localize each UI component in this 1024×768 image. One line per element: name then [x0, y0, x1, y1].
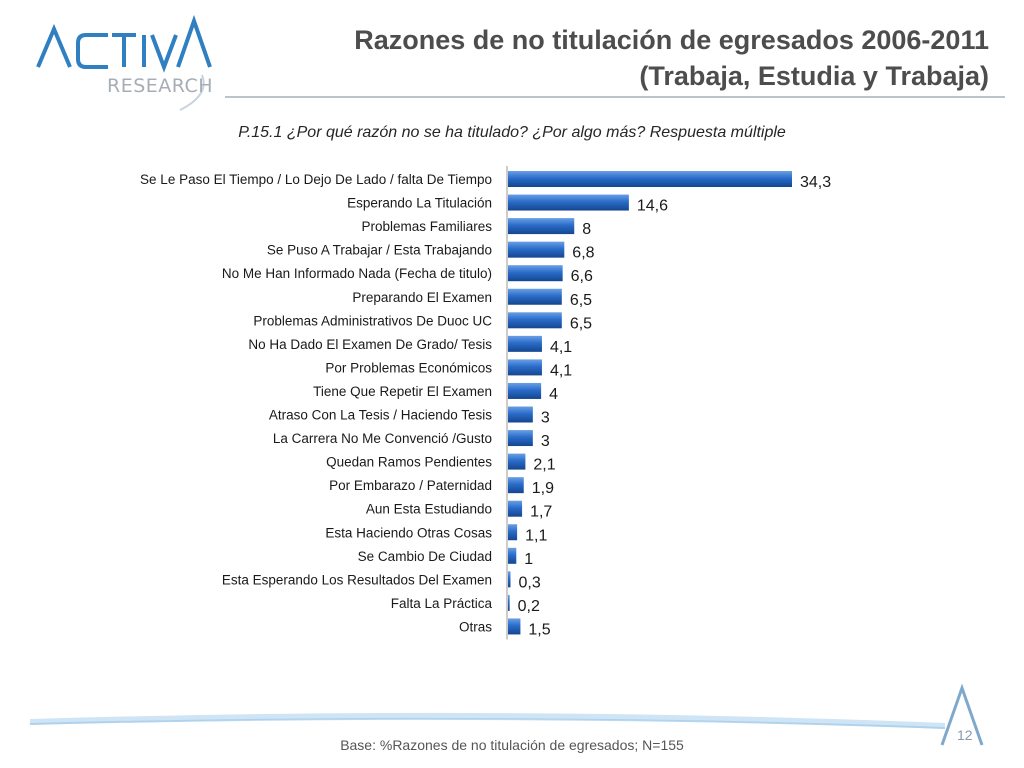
value-label: 34,3	[800, 174, 831, 191]
bar	[508, 477, 524, 494]
category-label: Por Problemas Económicos	[325, 360, 492, 375]
value-label: 6,5	[570, 292, 592, 309]
base-footnote: Base: %Razones de no titulación de egres…	[340, 737, 684, 753]
bar	[508, 382, 542, 399]
category-label: Se Cambio De Ciudad	[358, 549, 492, 564]
bar	[508, 594, 510, 611]
bar	[508, 194, 629, 211]
value-label: 4,1	[550, 339, 572, 356]
bar	[508, 265, 563, 282]
bar	[508, 406, 533, 423]
bar	[508, 430, 533, 447]
value-label: 1,9	[532, 480, 554, 497]
category-label: No Ha Dado El Examen De Grado/ Tesis	[248, 337, 492, 352]
category-label: Otras	[459, 619, 492, 634]
value-label: 8	[582, 221, 591, 238]
value-label: 1	[524, 551, 533, 568]
value-label: 3	[541, 410, 550, 427]
value-label: 0,2	[518, 598, 540, 615]
bar	[508, 571, 511, 588]
category-label: Esta Esperando Los Resultados Del Examen	[222, 572, 492, 587]
value-label: 2,1	[533, 457, 555, 474]
value-label: 6,8	[572, 245, 594, 262]
category-label: Problemas Familiares	[361, 219, 492, 234]
title-line-2: (Trabaja, Estudia y Trabaja)	[639, 61, 989, 91]
title-divider	[225, 96, 1005, 98]
category-label: Atraso Con La Tesis / Haciendo Tesis	[269, 408, 492, 423]
category-label: Falta La Práctica	[391, 596, 493, 611]
value-label: 0,3	[518, 574, 540, 591]
bar	[508, 241, 565, 258]
category-label: No Me Han Informado Nada (Fecha de titul…	[222, 266, 492, 281]
bar	[508, 218, 575, 235]
value-label: 6,5	[570, 315, 592, 332]
category-label: Se Le Paso El Tiempo / Lo Dejo De Lado /…	[140, 172, 492, 187]
question-subtitle: P.15.1 ¿Por qué razón no se ha titulado?…	[238, 124, 786, 141]
bar	[508, 171, 792, 187]
bar	[508, 359, 542, 376]
category-label: Problemas Administrativos De Duoc UC	[253, 313, 492, 328]
bar	[508, 335, 542, 352]
title-line-1: Razones de no titulación de egresados 20…	[354, 25, 989, 55]
value-label: 6,6	[571, 268, 593, 285]
activa-logo-mark	[36, 15, 212, 111]
bar	[508, 618, 521, 635]
bar	[508, 288, 562, 305]
value-label: 4,1	[550, 362, 572, 379]
bar	[508, 453, 526, 470]
category-label: Quedan Ramos Pendientes	[326, 455, 492, 470]
bar	[508, 547, 517, 564]
value-label: 3	[541, 433, 550, 450]
category-label: La Carrera No Me Convenció /Gusto	[273, 431, 492, 446]
category-label: Tiene Que Repetir El Examen	[313, 384, 492, 399]
category-label: Se Puso A Trabajar / Esta Trabajando	[267, 243, 492, 258]
value-label: 1,5	[528, 621, 550, 638]
value-label: 1,7	[530, 504, 552, 521]
bar	[508, 312, 562, 329]
page-title: Razones de no titulación de egresados 20…	[354, 22, 989, 94]
category-label: Preparando El Examen	[352, 290, 492, 305]
category-label: Esperando La Titulación	[347, 196, 492, 211]
category-label: Por Embarazo / Paternidad	[329, 478, 492, 493]
bar	[508, 500, 523, 517]
page-number: 12	[957, 727, 973, 743]
category-label: Esta Haciendo Otras Cosas	[325, 525, 492, 540]
value-label: 1,1	[525, 527, 547, 544]
value-label: 4	[549, 386, 558, 403]
value-label: 14,6	[637, 198, 668, 215]
category-label: Aun Esta Estudiando	[366, 502, 492, 517]
bar	[508, 524, 518, 541]
logo-research-text: RESEARCH	[107, 75, 214, 97]
